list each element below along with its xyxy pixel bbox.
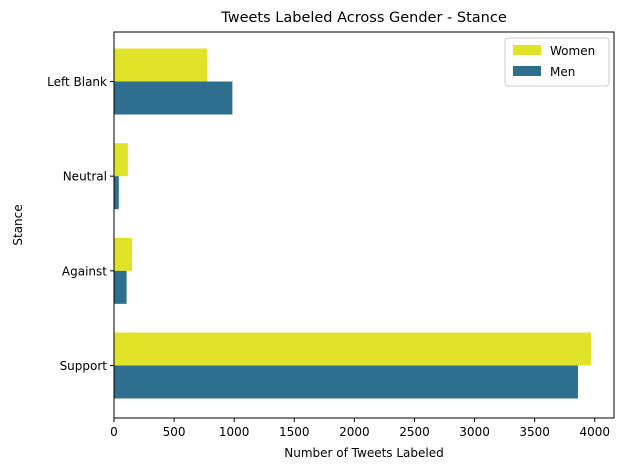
bar-women-against — [114, 237, 133, 271]
x-tick-label: 500 — [163, 425, 186, 439]
y-tick-label: Neutral — [63, 170, 107, 184]
bar-men-against — [114, 270, 127, 304]
bars — [114, 48, 592, 399]
chart-title: Tweets Labeled Across Gender - Stance — [220, 10, 507, 26]
y-ticks: Left Blank Neutral Against Support — [47, 75, 114, 373]
bar-men-neutral — [114, 176, 119, 210]
legend-swatch-men — [513, 66, 541, 76]
plot-frame — [113, 31, 615, 419]
bar-women-left-blank — [114, 48, 208, 82]
x-tick-label: 2000 — [339, 425, 370, 439]
bar-women-neutral — [114, 143, 128, 177]
x-tick-label: 0 — [110, 425, 118, 439]
legend-label-women: Women — [550, 44, 595, 58]
y-axis-label: Stance — [11, 204, 25, 245]
x-axis-label: Number of Tweets Labeled — [284, 446, 443, 460]
x-tick-label: 3500 — [519, 425, 550, 439]
y-tick-label: Left Blank — [47, 75, 107, 89]
axes — [113, 31, 615, 419]
y-tick-label: Support — [60, 359, 108, 373]
x-tick-label: 4000 — [579, 425, 610, 439]
y-tick-label: Against — [62, 264, 107, 278]
legend-swatch-women — [513, 45, 541, 55]
bar-women-support — [114, 332, 592, 366]
x-tick-label: 1500 — [279, 425, 310, 439]
x-tick-label: 1000 — [219, 425, 250, 439]
x-ticks: 0 500 1000 1500 2000 2500 3000 3500 4000 — [110, 418, 610, 439]
x-tick-label: 2500 — [399, 425, 430, 439]
legend: Women Men — [504, 37, 610, 87]
x-tick-label: 3000 — [459, 425, 490, 439]
bar-men-support — [114, 365, 578, 399]
legend-label-men: Men — [550, 65, 575, 79]
bar-men-left-blank — [114, 81, 233, 115]
